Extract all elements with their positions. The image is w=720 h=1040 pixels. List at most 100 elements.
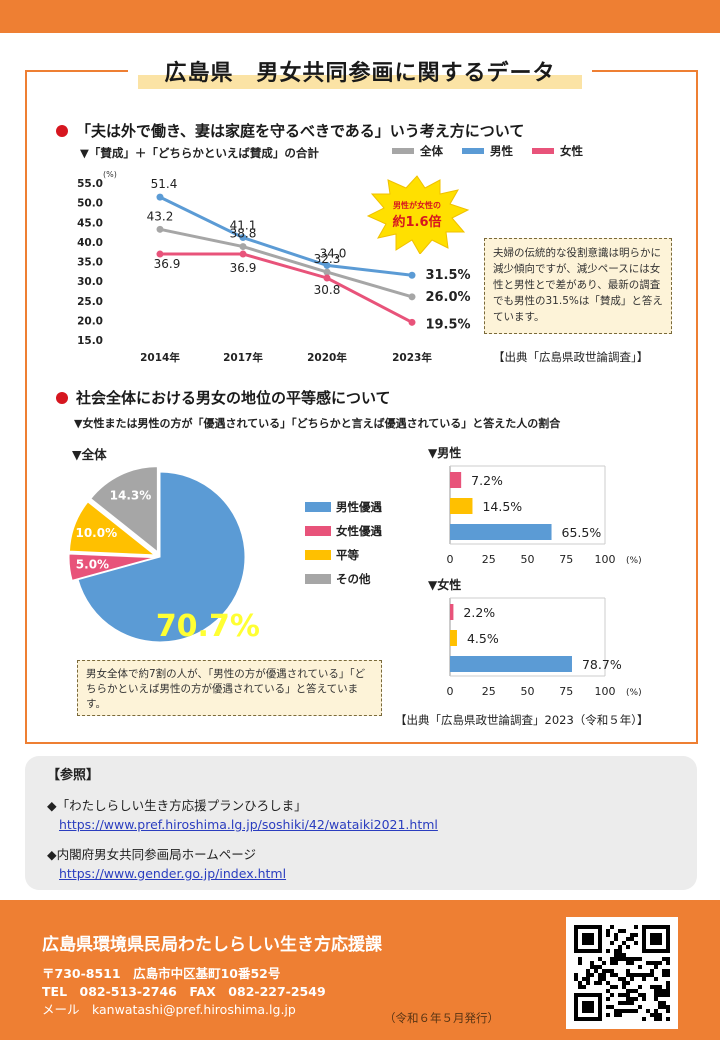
qr-module <box>654 977 658 981</box>
qr-module <box>646 973 650 977</box>
qr-module <box>638 973 642 977</box>
qr-module <box>634 933 638 937</box>
qr-module <box>606 1005 610 1009</box>
qr-module <box>634 925 638 929</box>
qr-module <box>614 985 618 989</box>
qr-module <box>630 997 634 1001</box>
data-label: 36.9 <box>230 261 257 275</box>
qr-module <box>626 1009 630 1013</box>
x-tick-label: 2017年 <box>223 351 263 364</box>
pie-slice-その他 <box>90 466 158 553</box>
qr-module <box>586 969 590 973</box>
legend-label: 男性 <box>490 144 513 158</box>
qr-module <box>622 1001 626 1005</box>
qr-module <box>654 1017 658 1021</box>
qr-module <box>642 997 646 1001</box>
qr-module <box>610 973 614 977</box>
qr-module <box>586 977 590 981</box>
legend-label: 女性優遇 <box>336 524 382 538</box>
qr-module <box>610 961 614 965</box>
female-bar-chart: ▼女性2.2% 4.5% 78.7% 0 25 50 75 100 (%) <box>428 577 642 698</box>
qr-module <box>598 977 602 981</box>
section1-source: 【出典「広島県政世論調査」】 <box>493 350 649 364</box>
qr-module <box>626 957 630 961</box>
qr-module <box>654 1009 658 1013</box>
footer-org: 広島県環境県民局わたしらしい生き方応援課 <box>42 935 382 955</box>
section1-subheading: ▼「賛成」＋「どちらかといえば賛成」の合計 <box>80 146 319 160</box>
data-point <box>239 243 247 251</box>
data-label: 43.2 <box>147 209 174 223</box>
legend-swatch <box>462 148 484 154</box>
qr-module <box>650 985 654 989</box>
pie-label: 70.7% <box>156 609 260 644</box>
qr-module <box>666 1017 670 1021</box>
qr-module <box>662 989 666 993</box>
data-label: 31.5% <box>425 268 470 283</box>
qr-module <box>642 977 646 981</box>
qr-module <box>666 989 670 993</box>
callout-line2: 約1.6倍 <box>392 214 441 230</box>
legend-swatch <box>392 148 414 154</box>
y-tick-label: 35.0 <box>77 257 103 269</box>
data-point <box>239 234 247 242</box>
qr-module <box>658 961 662 965</box>
qr-module <box>622 977 626 981</box>
pie-label: 14.3% <box>110 489 152 503</box>
data-label: 41.1 <box>230 219 257 233</box>
qr-module <box>622 953 626 957</box>
qr-module <box>630 977 634 981</box>
qr-module <box>610 941 614 945</box>
qr-module <box>606 929 610 933</box>
reference-link-1[interactable]: https://www.pref.hiroshima.lg.jp/soshiki… <box>59 817 438 832</box>
qr-module <box>618 977 622 981</box>
data-label: 30.8 <box>314 283 341 297</box>
qr-module <box>650 1013 654 1017</box>
qr-module <box>638 985 642 989</box>
title-highlight <box>138 75 582 89</box>
qr-module <box>586 973 590 977</box>
qr-module <box>618 1013 622 1017</box>
legend-swatch <box>305 526 331 536</box>
starburst-icon <box>366 175 470 254</box>
qr-module <box>582 985 586 989</box>
y-tick-label: 15.0 <box>77 335 103 347</box>
qr-module <box>626 981 630 985</box>
data-label: 26.0% <box>425 290 470 305</box>
qr-module <box>614 937 618 941</box>
y-tick-label: 55.0 <box>77 178 103 190</box>
qr-module <box>598 981 602 985</box>
qr-module <box>610 969 614 973</box>
legend-label: その他 <box>336 572 371 586</box>
bar-value-label: 65.5% <box>562 525 602 540</box>
x-tick-label: 75 <box>559 685 573 698</box>
qr-module <box>630 1001 634 1005</box>
qr-module <box>590 961 594 965</box>
qr-module <box>626 997 630 1001</box>
y-tick-label: 45.0 <box>77 217 103 229</box>
legend-swatch <box>305 502 331 512</box>
qr-module <box>634 973 638 977</box>
data-point <box>323 268 331 276</box>
qr-module <box>654 997 658 1001</box>
data-point <box>156 250 164 258</box>
qr-module <box>658 1001 662 1005</box>
section1-heading-text: 「夫は外で働き、妻は家庭を守るべきである」いう考え方について <box>76 122 525 140</box>
qr-module <box>578 957 582 961</box>
pie-slice-平等 <box>68 501 156 556</box>
footer: 広島県環境県民局わたしらしい生き方応援課 〒730-8511 広島市中区基町10… <box>0 900 720 1040</box>
data-label: 38.8 <box>230 227 257 241</box>
y-tick-label: 30.0 <box>77 276 103 288</box>
qr-module <box>634 941 638 945</box>
data-point <box>323 274 331 282</box>
callout-starburst: 男性が女性の 約1.6倍 <box>366 175 470 254</box>
legend-label: 女性 <box>560 144 583 158</box>
reference-link-2[interactable]: https://www.gender.go.jp/index.html <box>59 866 287 881</box>
qr-module <box>574 973 578 977</box>
data-point <box>239 250 247 258</box>
pie-label: 10.0% <box>75 526 117 540</box>
qr-module <box>658 985 662 989</box>
bar-value-label: 14.5% <box>482 499 522 514</box>
qr-module <box>662 969 666 973</box>
qr-code[interactable] <box>566 917 678 1029</box>
